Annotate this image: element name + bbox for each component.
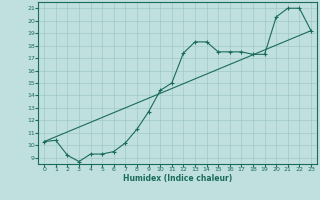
X-axis label: Humidex (Indice chaleur): Humidex (Indice chaleur) [123, 174, 232, 183]
